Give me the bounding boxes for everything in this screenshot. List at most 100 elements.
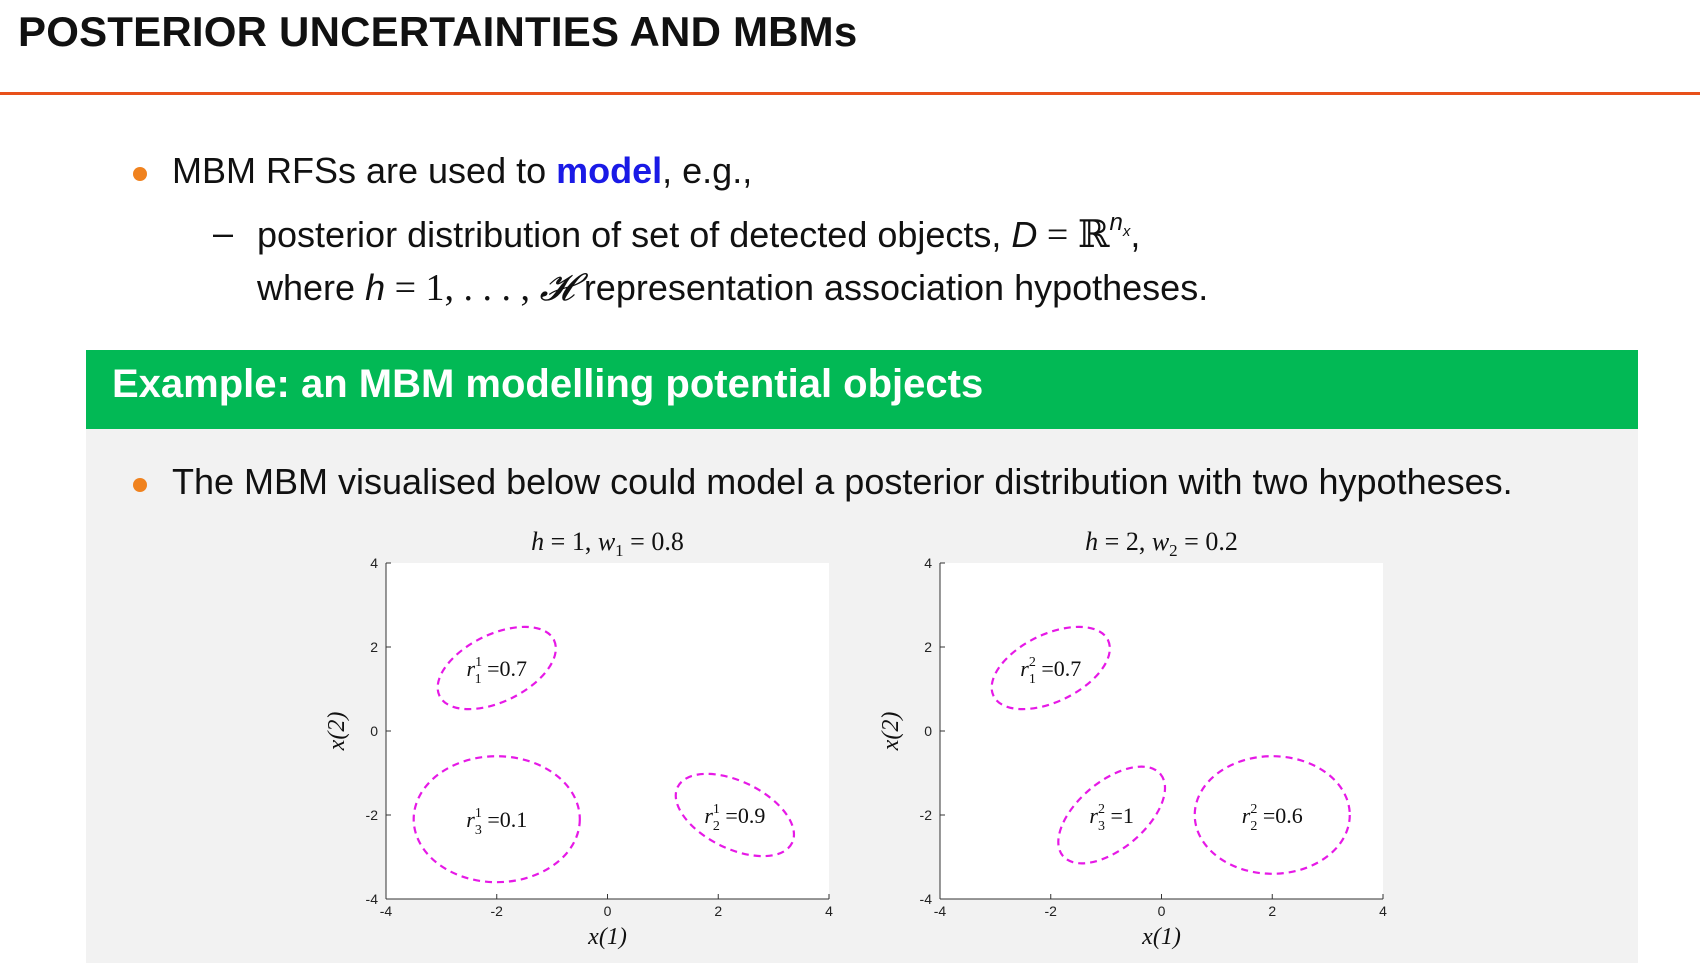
x-tick-label: -2	[1045, 903, 1058, 919]
sub-bullet-line-2: where h = 1, . . . , 𝓗 representation as…	[257, 266, 1208, 310]
ellipse-label: r2 1 =0.7	[1020, 655, 1081, 687]
label-r: r	[466, 807, 475, 832]
x-tick-label: -2	[491, 903, 504, 919]
ellipse-label: r2 3 =1	[1089, 802, 1133, 834]
math-eq: =	[1037, 214, 1078, 256]
label-sup: 1	[713, 802, 720, 817]
y-axis-label: x(2)	[324, 712, 350, 752]
x-tick-label: 0	[604, 903, 612, 919]
sub-bullet-dash: –	[213, 212, 234, 253]
label-value: =0.9	[720, 803, 765, 828]
x-tick-label: -4	[934, 903, 947, 919]
title-h-value: = 2,	[1098, 527, 1152, 556]
example-bullet-text: The MBM visualised below could model a p…	[172, 461, 1513, 502]
label-sub: 1	[475, 672, 482, 687]
bullet-1-text-after: , e.g.,	[662, 150, 753, 191]
math-exponent-n: n	[1109, 209, 1123, 236]
label-sub: 1	[1029, 672, 1036, 687]
title-h-value: = 1,	[544, 527, 598, 556]
label-sub: 3	[1098, 819, 1105, 834]
existence-ellipse	[436, 625, 557, 711]
sub-bullet-line-2-before: where	[257, 267, 366, 308]
sub-bullet-line-1: posterior distribution of set of detecte…	[257, 209, 1141, 257]
existence-ellipse	[1057, 765, 1167, 865]
bullet-1-text-before: MBM RFSs are used to	[172, 150, 557, 191]
bullet-1-keyword: model	[556, 150, 663, 191]
x-tick-label: 2	[714, 903, 722, 919]
existence-ellipse	[674, 772, 796, 858]
math-range: = 1, . . . ,	[385, 267, 540, 309]
label-sup: 1	[475, 655, 482, 670]
title-h: h	[531, 527, 544, 556]
y-tick-label: -2	[920, 807, 933, 823]
ellipse-label: r1 3 =0.1	[466, 806, 527, 838]
label-r: r	[467, 656, 476, 681]
math-comma: ,	[1130, 214, 1141, 255]
title-h: h	[1085, 527, 1098, 556]
label-r: r	[1020, 656, 1029, 681]
label-r: r	[1089, 803, 1098, 828]
x-tick-label: 4	[825, 903, 833, 919]
label-sub: 2	[1250, 819, 1257, 834]
x-tick-label: 4	[1379, 903, 1387, 919]
y-tick-label: 4	[370, 555, 378, 571]
label-sub: 3	[475, 823, 482, 838]
y-axis-label: x(2)	[878, 712, 904, 752]
bullet-icon	[133, 478, 147, 492]
title-w-value: = 0.8	[624, 527, 684, 556]
y-tick-label: -2	[366, 807, 379, 823]
label-sup: 2	[1250, 802, 1257, 817]
ellipse-label: r1 2 =0.9	[704, 802, 765, 834]
plot-area	[386, 563, 829, 899]
y-tick-label: -4	[366, 891, 379, 907]
label-sup: 1	[475, 806, 482, 821]
y-tick-label: 0	[370, 723, 378, 739]
y-tick-label: 0	[924, 723, 932, 739]
math-exponent-sub: x	[1122, 222, 1131, 240]
label-sup: 2	[1098, 802, 1105, 817]
y-tick-label: 2	[924, 639, 932, 655]
title-divider	[0, 92, 1700, 95]
math-reals: ℝ	[1077, 214, 1110, 256]
title-w-sub: 1	[615, 541, 624, 560]
title-w-value: = 0.2	[1178, 527, 1238, 556]
existence-ellipse	[412, 755, 581, 884]
ellipse-label: r2 2 =0.6	[1242, 802, 1303, 834]
x-tick-label: 2	[1268, 903, 1276, 919]
label-value: =0.7	[482, 656, 527, 681]
x-axis-label: x(1)	[587, 924, 627, 950]
chart-title: h = 2, w2 = 0.2	[1085, 527, 1238, 560]
ellipse-label: r1 1 =0.7	[467, 655, 527, 687]
example-block-title: Example: an MBM modelling potential obje…	[112, 362, 984, 406]
label-sub: 2	[713, 819, 720, 834]
page-title: POSTERIOR UNCERTAINTIES AND MBMs	[18, 8, 858, 55]
existence-ellipse	[1193, 755, 1351, 875]
label-value: =0.6	[1257, 803, 1302, 828]
math-H: 𝓗	[539, 267, 574, 309]
math-exponent: nx	[1109, 209, 1130, 240]
bullet-icon	[133, 167, 147, 181]
existence-ellipse	[990, 625, 1111, 711]
y-tick-label: -4	[920, 891, 933, 907]
example-block-header: Example: an MBM modelling potential obje…	[86, 350, 1638, 429]
label-r: r	[704, 803, 713, 828]
label-sup: 2	[1029, 655, 1036, 670]
sub-bullet-line-2-after: representation association hypotheses.	[573, 267, 1209, 308]
y-tick-label: 2	[370, 639, 378, 655]
title-w: w	[1152, 527, 1170, 556]
math-D: D	[1011, 214, 1038, 255]
y-tick-label: 4	[924, 555, 932, 571]
bullet-line-1: MBM RFSs are used to model, e.g.,	[172, 150, 752, 192]
label-value: =1	[1105, 803, 1134, 828]
chart-title: h = 1, w1 = 0.8	[531, 527, 684, 560]
label-value: =0.7	[1036, 656, 1081, 681]
title-w-sub: 2	[1169, 541, 1178, 560]
title-w: w	[598, 527, 616, 556]
x-tick-label: 0	[1158, 903, 1166, 919]
label-r: r	[1242, 803, 1251, 828]
plot-area	[940, 563, 1383, 899]
label-value: =0.1	[482, 807, 527, 832]
